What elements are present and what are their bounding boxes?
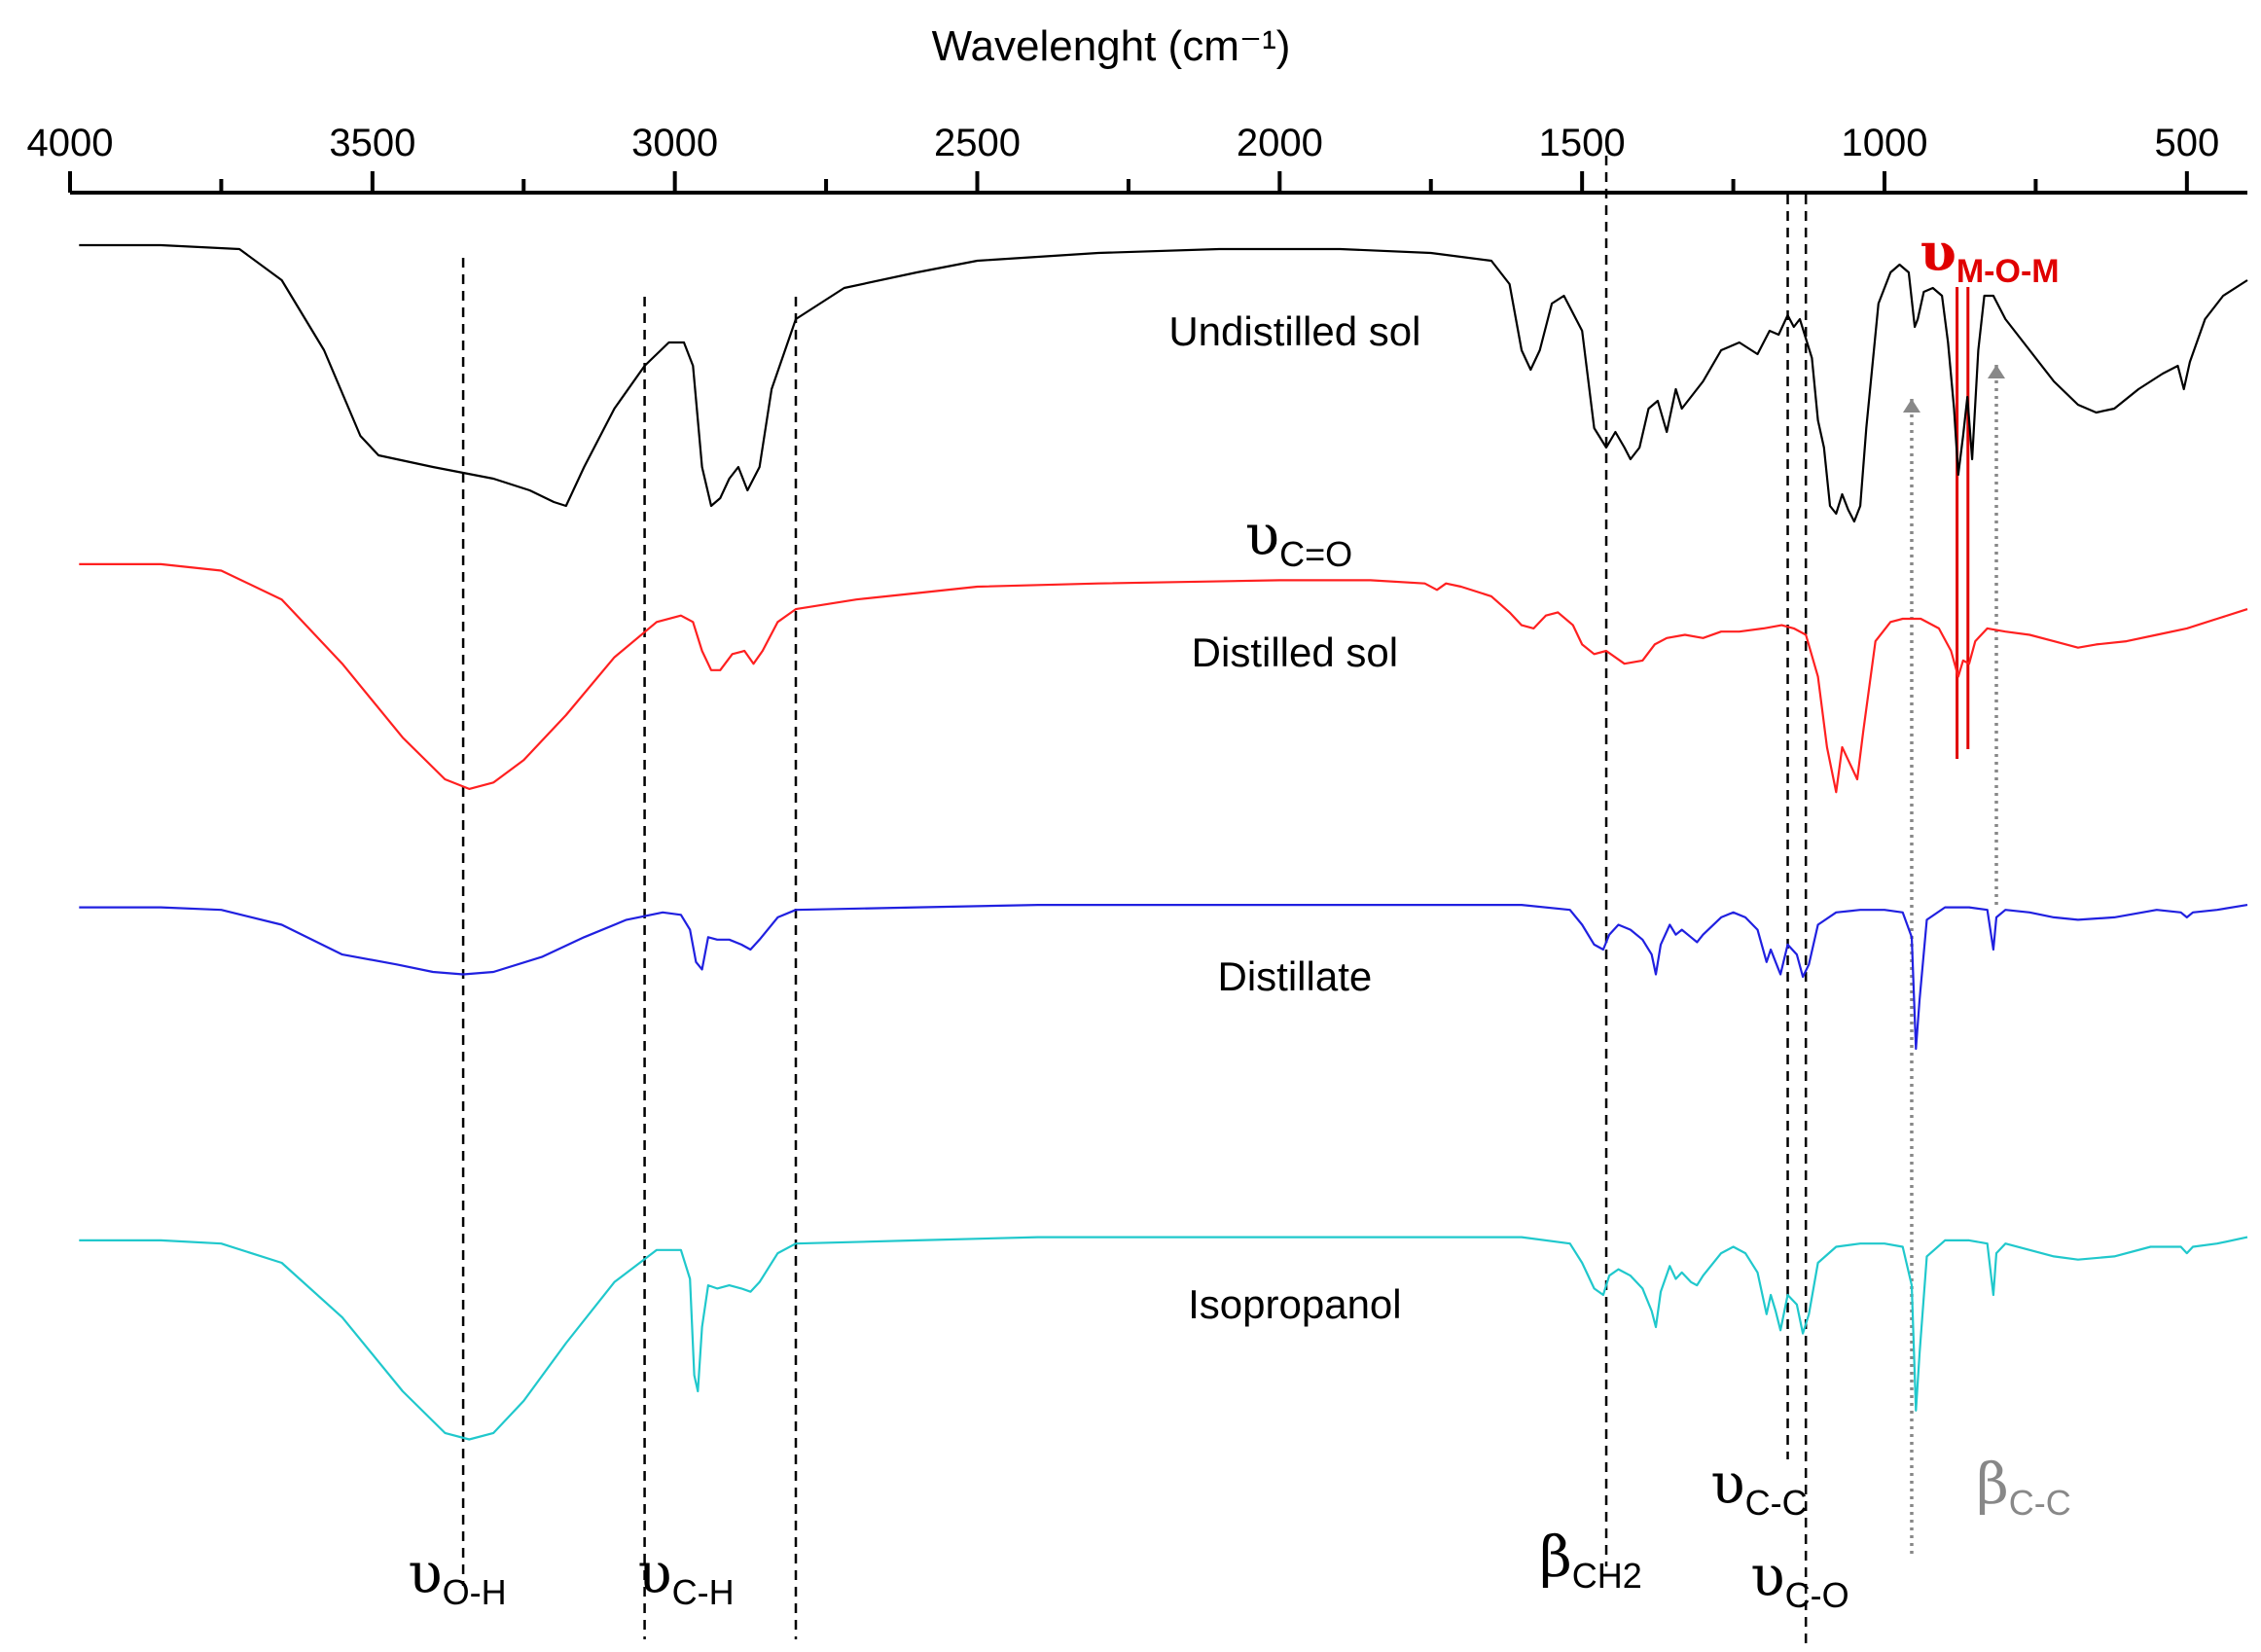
x-axis-ticks: 4000 3500 3000 2500 2000 1500 1000 500 <box>27 122 2219 193</box>
annotation-c-h: υC-H <box>637 1540 734 1612</box>
series-label: Isopropanol <box>1188 1281 1402 1327</box>
arrowhead <box>1902 399 1920 413</box>
peak-annotations: υO-H υC-H υC=O βCH2 υC-C υC-O υM-O-M βC-C <box>408 221 2070 1615</box>
annotation-ch2: βCH2 <box>1539 1524 1642 1596</box>
x-axis-title: Wavelenght (cm⁻¹) <box>932 22 1291 70</box>
series-line-distillate <box>79 904 2248 1051</box>
x-tick-label: 3000 <box>631 122 718 164</box>
x-tick-label: 1000 <box>1842 122 1928 164</box>
annotation-o-h: υO-H <box>408 1540 506 1612</box>
arrowhead <box>1988 365 2006 378</box>
reference-lines <box>461 156 2006 1644</box>
annotation-c-c: υC-C <box>1710 1451 1807 1523</box>
series-labels: Undistilled sol Distilled sol Distillate Is… <box>1168 308 1420 1327</box>
annotation-beta-c-c: βC-C <box>1976 1451 2071 1523</box>
series-line-distilled-sol <box>79 562 2248 794</box>
annotation-c-o: υC-O <box>1750 1543 1848 1615</box>
x-tick-label: 3500 <box>329 122 415 164</box>
series-label: Distillate <box>1218 953 1373 999</box>
series-label: Undistilled sol <box>1168 308 1420 354</box>
x-tick-label: 2500 <box>934 122 1021 164</box>
series-line-isopropanol <box>79 1236 2248 1441</box>
annotation-c=o: υC=O <box>1245 502 1352 574</box>
annotation-m-o-m: υM-O-M <box>1920 221 2059 290</box>
series-line-undistilled-sol <box>79 243 2248 523</box>
x-tick-label: 2000 <box>1237 122 1323 164</box>
x-tick-label: 1500 <box>1539 122 1626 164</box>
x-tick-label: 4000 <box>27 122 114 164</box>
series-label: Distilled sol <box>1192 629 1398 675</box>
spectra-series <box>79 243 2248 1441</box>
x-tick-label: 500 <box>2154 122 2219 164</box>
